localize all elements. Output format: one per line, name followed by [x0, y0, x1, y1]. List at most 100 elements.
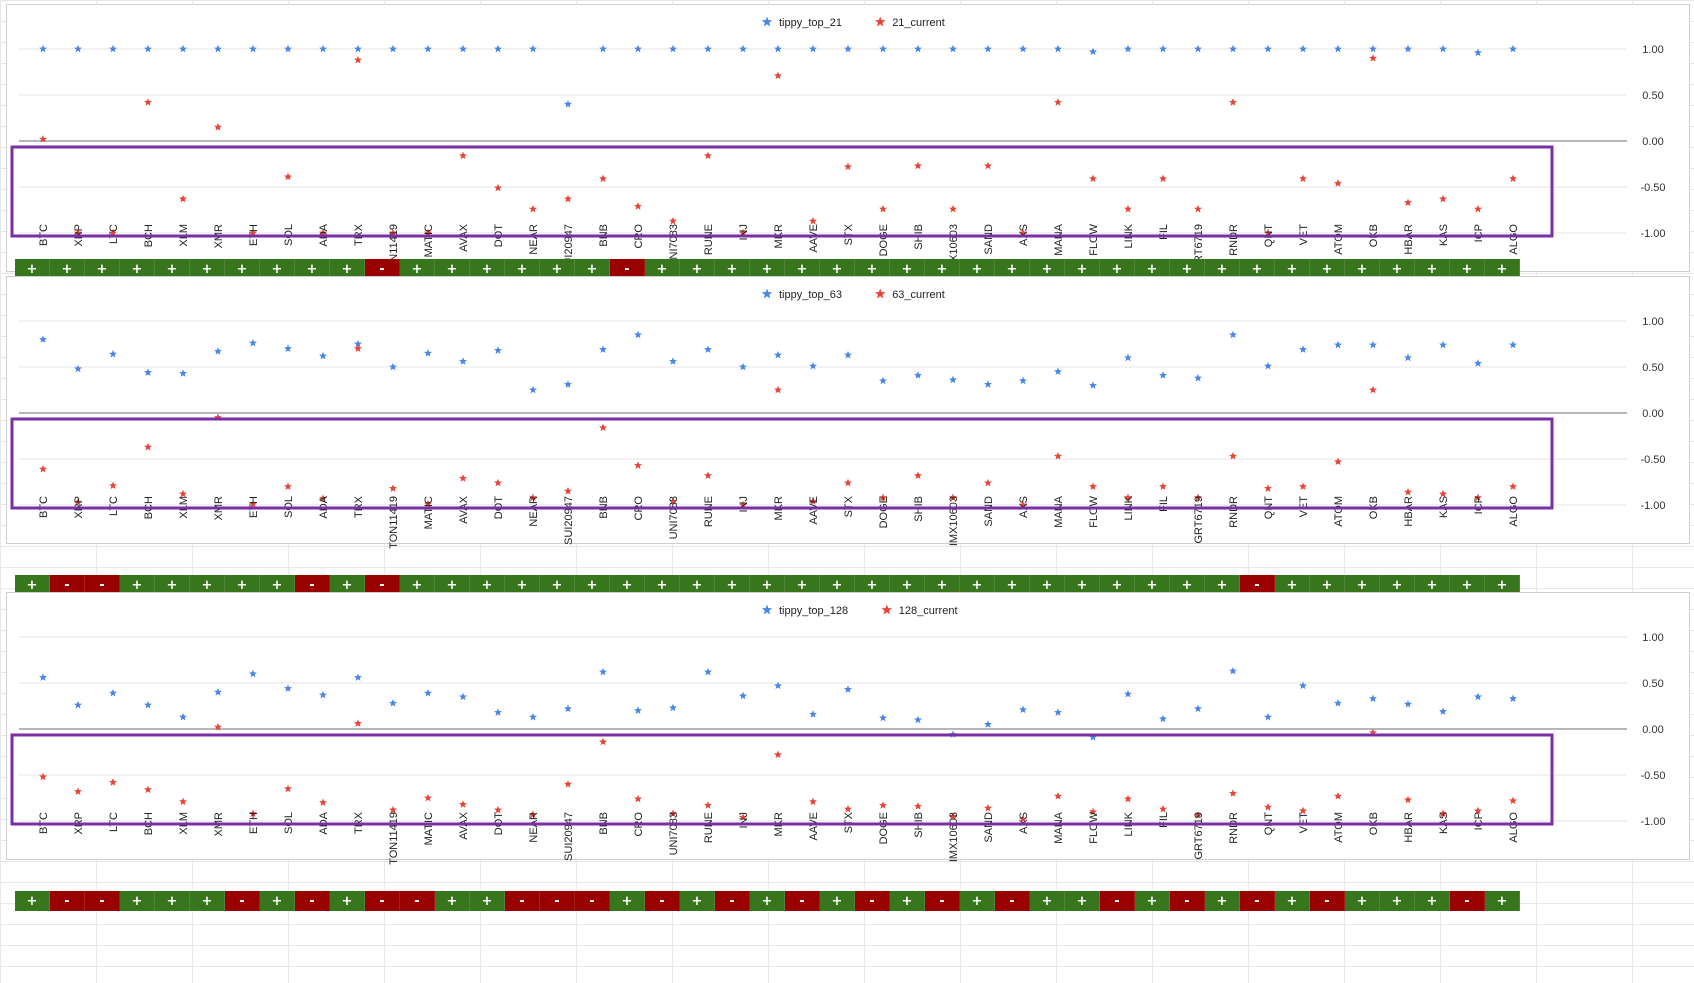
data-point-128_current-BNB [599, 737, 607, 746]
sign-cell-INJ: + [715, 259, 750, 279]
sign-cell-CRO: - [610, 259, 645, 279]
data-point-tippy_top_21-XLM [179, 44, 187, 53]
data-point-128_current-BCH [144, 785, 152, 794]
highlight-box [10, 417, 1554, 510]
data-point-21_current-ADA [319, 228, 327, 237]
data-point-tippy_top_21-OKB [1369, 44, 1377, 53]
data-point-63_current-VET [1299, 482, 1307, 490]
data-point-21_current-QNT [1264, 228, 1272, 237]
data-point-tippy_top_21-AAVE [809, 44, 817, 53]
data-point-tippy_top_21-FLOW [1089, 47, 1097, 56]
legend-star-icon [881, 604, 893, 615]
sign-cell-ALGO: + [1485, 575, 1520, 595]
sign-cell-ICP: - [1450, 891, 1485, 911]
category-label: ICP [1473, 812, 1485, 830]
category-label: IMX10603 [948, 496, 960, 546]
data-point-128_current-CRO [634, 794, 642, 803]
data-point-tippy_top_128-RNDR [1229, 666, 1237, 675]
data-point-tippy_top_63-IMX10603 [949, 375, 957, 384]
data-point-tippy_top_63-ALGO [1509, 340, 1517, 349]
data-point-tippy_top_21-BCH [144, 44, 152, 53]
sign-cell-AAVE: + [785, 259, 820, 279]
sign-cell-SUI20947: + [540, 259, 575, 279]
data-point-21_current-ATOM [1334, 179, 1342, 187]
sign-cell-SUI20947: + [540, 575, 575, 595]
data-point-128_current-XMR [214, 722, 222, 731]
sign-cell-HBAR: + [1380, 575, 1415, 595]
sign-cell-FIL: + [1135, 891, 1170, 911]
data-point-63_current-ICP [1474, 493, 1482, 502]
category-label: UNI7083 [668, 812, 680, 855]
sign-cell-FIL: + [1135, 575, 1170, 595]
sign-cell-CRO: + [610, 575, 645, 595]
data-point-21_current-MKR [774, 71, 782, 80]
data-point-63_current-AAVE [809, 497, 817, 505]
category-label: TON11419 [388, 812, 400, 865]
y-tick-label: 1.00 [1642, 316, 1663, 328]
sign-cell-MANA: + [1030, 575, 1065, 595]
category-label: INJ [738, 812, 750, 829]
data-point-21_current-ETH [249, 228, 257, 237]
data-point-tippy_top_21-QNT [1264, 44, 1272, 53]
category-label: LTC [108, 224, 120, 244]
data-point-63_current-DOT [494, 478, 502, 487]
data-point-tippy_top_21-DOT [494, 44, 502, 53]
data-point-63_current-TON11419 [389, 484, 397, 492]
sign-cell-RUNE: + [680, 259, 715, 279]
sign-cell-GRT6719: + [1170, 259, 1205, 279]
data-point-21_current-IMX10603 [949, 204, 957, 213]
category-label: NEAR [528, 224, 540, 255]
data-point-tippy_top_128-ICP [1474, 692, 1482, 701]
data-point-tippy_top_63-MKR [774, 350, 782, 359]
sign-cell-KAS: + [1415, 575, 1450, 595]
sign-cell-STX: + [820, 575, 855, 595]
data-point-tippy_top_128-DOGE [879, 713, 887, 722]
data-point-128_current-ALGO [1509, 796, 1517, 805]
data-point-63_current-OKB [1369, 385, 1377, 394]
category-label: SUI20947 [563, 812, 575, 861]
data-point-tippy_top_63-GRT6719 [1194, 373, 1202, 382]
data-point-tippy_top_63-AXS [1019, 376, 1027, 385]
sign-cell-SHIB: + [890, 891, 925, 911]
category-label: FLOW [1088, 223, 1100, 255]
sign-cell-RUNE: + [680, 575, 715, 595]
category-label: DOGE [878, 496, 890, 528]
data-point-tippy_top_63-OKB [1369, 340, 1377, 349]
sign-cell-LINK: + [1100, 259, 1135, 279]
sign-cell-SAND: + [960, 575, 995, 595]
data-point-128_current-HBAR [1404, 795, 1412, 804]
data-point-63_current-LINK [1124, 493, 1132, 502]
data-point-63_current-ADA [319, 494, 327, 502]
category-label: ALGO [1508, 224, 1520, 255]
sign-cell-OKB: + [1345, 259, 1380, 279]
data-point-128_current-TRX [354, 719, 362, 727]
sign-cell-ALGO: + [1485, 891, 1520, 911]
category-label: HBAR [1403, 812, 1415, 843]
data-point-tippy_top_128-ALGO [1509, 694, 1517, 703]
sign-cell-FIL: + [1135, 259, 1170, 279]
data-point-tippy_top_128-AVAX [459, 692, 467, 701]
sign-cell-NEAR: + [505, 259, 540, 279]
sign-cell-VET: + [1275, 575, 1310, 595]
data-point-tippy_top_63-DOT [494, 346, 502, 354]
category-label: AAVE [808, 496, 820, 525]
data-point-tippy_top_21-TRX [354, 44, 362, 53]
data-point-128_current-ETH [249, 809, 257, 818]
sign-cell-IMX10603: + [925, 259, 960, 279]
data-point-tippy_top_21-RUNE [704, 44, 712, 53]
data-point-63_current-FLOW [1089, 482, 1097, 490]
sign-cell-HBAR: + [1380, 259, 1415, 279]
data-point-tippy_top_63-ETH [249, 338, 257, 347]
sign-cell-ICP: + [1450, 259, 1485, 279]
data-point-21_current-UNI7083 [669, 216, 677, 225]
sign-cell-DOGE: - [855, 891, 890, 911]
sign-cell-FLOW: + [1065, 575, 1100, 595]
category-label: SUI20947 [563, 496, 575, 545]
data-point-63_current-GRT6719 [1194, 493, 1202, 502]
category-label: STX [843, 223, 855, 245]
sign-cell-UNI7083: - [645, 891, 680, 911]
sign-cell-VET: + [1275, 891, 1310, 911]
data-point-128_current-XLM [179, 797, 187, 806]
y-tick-label: -0.50 [1640, 182, 1665, 194]
sign-cell-QNT: - [1240, 575, 1275, 595]
